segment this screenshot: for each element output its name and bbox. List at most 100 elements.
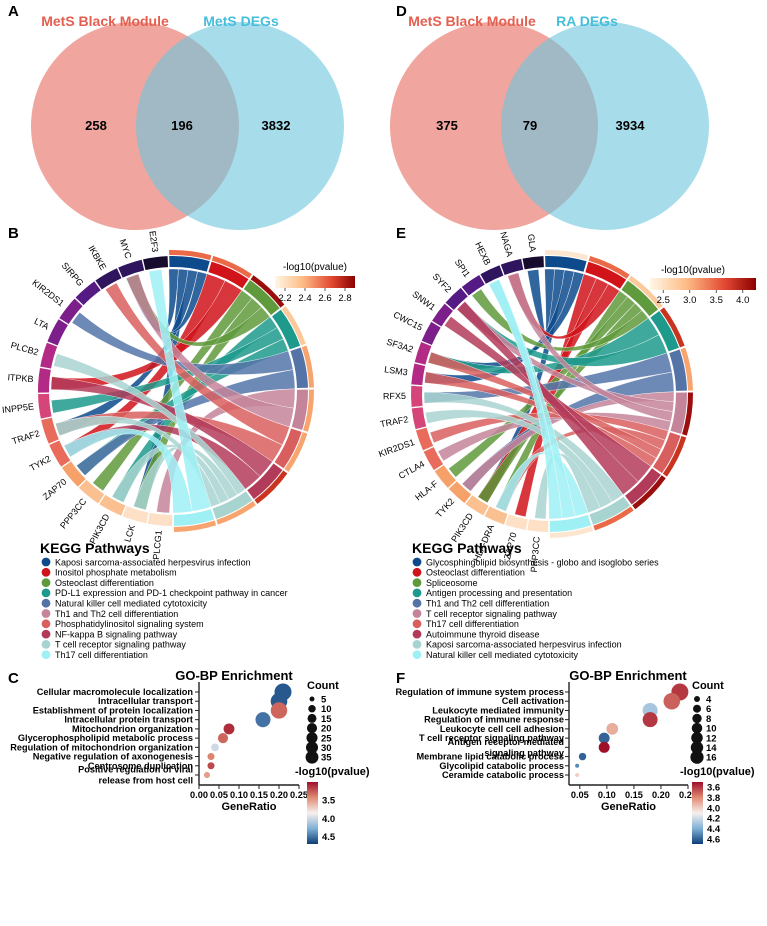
legend-swatch — [412, 567, 422, 577]
size-legend-label: 20 — [321, 724, 332, 735]
chord-ribbon — [488, 279, 563, 520]
x-tick-label: 0.05 — [210, 790, 228, 800]
pathway-segment — [169, 256, 210, 272]
gene-segment — [432, 303, 453, 327]
x-tick-label: 0.05 — [571, 790, 589, 800]
pathway-segment — [621, 280, 659, 317]
gene-segment — [505, 514, 528, 531]
gene-segment — [415, 427, 434, 451]
size-legend-label: 30 — [321, 743, 332, 754]
data-point — [270, 702, 288, 719]
gene-label: E2F3 — [147, 230, 160, 253]
venn-a-left-label: MetS Black Module — [41, 13, 169, 29]
legend-item-label: Natural killer cell mediated cytotoxicit… — [55, 599, 208, 609]
x-axis-label: GeneRatio — [601, 801, 656, 813]
gene-label: INPP5E — [1, 401, 34, 415]
pathway-segment — [212, 491, 253, 519]
gene-segment — [49, 440, 71, 467]
term-label: Intracellular protein transport — [64, 715, 193, 725]
pvalue-track-segment — [682, 392, 693, 436]
gene-label: SIRPG — [60, 260, 86, 288]
gene-label: TYK2 — [434, 496, 457, 519]
gene-label: RFX5 — [383, 391, 406, 401]
x-tick-label: 0.20 — [652, 790, 670, 800]
venn-a-right-label: MetS DEGs — [203, 13, 279, 29]
pvalue-track-segment — [544, 250, 589, 261]
pathway-segment — [670, 392, 687, 434]
pathway-segment — [585, 261, 627, 289]
pvalue-track-segment — [549, 526, 594, 538]
panel-a-venn: A MetS Black Module MetS DEGs 258 196 38… — [8, 3, 344, 230]
pvalue-track-segment — [628, 275, 663, 309]
size-legend-label: 5 — [321, 695, 327, 706]
gene-segment — [47, 319, 68, 346]
pvalue-track-segment — [250, 275, 285, 308]
legend-item-label: Kaposi sarcoma-associated herpesvirus in… — [426, 640, 622, 650]
pathway-segment — [669, 349, 687, 391]
size-legend-dot — [306, 732, 318, 744]
legend-swatch — [41, 598, 51, 608]
gene-segment — [99, 494, 126, 516]
panel-letter-c: C — [8, 670, 19, 687]
chord-ribbon — [456, 301, 639, 495]
x-tick-label: 0.15 — [625, 790, 643, 800]
gene-segment — [95, 268, 122, 290]
pvalue-track-segment — [301, 345, 314, 388]
data-point — [211, 743, 219, 752]
pathway-segment — [272, 309, 301, 350]
size-legend-label: 8 — [706, 714, 711, 725]
venn-d-right-count: 3934 — [616, 118, 646, 133]
data-point — [223, 723, 235, 735]
colorbar-tick-label: 4.0 — [736, 295, 749, 306]
size-legend-label: 25 — [321, 733, 332, 744]
bubble-chart-f: GO-BP Enrichment Regulation of immune sys… — [396, 668, 755, 845]
legend-swatch — [412, 619, 422, 629]
pvalue-track-segment — [593, 506, 634, 531]
panel-b-chord: B PLCG1LCKPIK3CDPPP3CCZAP70TYK2TRAF2INPP… — [1, 225, 355, 660]
legend-item-label: Spliceosome — [426, 578, 478, 588]
term-label: release from host cell — [99, 776, 193, 786]
colorbar-tick-label: 2.5 — [657, 295, 670, 306]
legend-swatch — [412, 640, 422, 649]
legend-item-label: Th1 and Th2 cell differentiation — [426, 599, 549, 609]
venn-d-right-label: RA DEGs — [556, 13, 618, 29]
chord-ribbon — [148, 269, 212, 512]
gene-segment — [448, 481, 472, 504]
legend-swatch — [412, 598, 422, 608]
term-label: Negative regulation of axonogenesis — [33, 752, 193, 762]
pathway-segment — [274, 428, 302, 469]
size-legend-dot — [305, 741, 319, 754]
legend-item-label: Th17 cell differentiation — [426, 619, 519, 629]
size-legend-dot — [692, 713, 702, 724]
gene-segment — [122, 506, 149, 524]
legend-b-title: KEGG Pathways — [40, 540, 150, 556]
size-legend-label: 35 — [321, 753, 332, 764]
legend-swatch — [41, 578, 51, 587]
legend-item-label: Antigen processing and presentation — [426, 588, 572, 598]
colorbar-tick-label: 3.0 — [683, 295, 696, 306]
colorbar-b-title: -log10(pvalue) — [283, 262, 347, 273]
gene-segment — [484, 506, 508, 525]
term-label: Intracellular transport — [98, 696, 193, 706]
legend-item-label: Autoimmune thyroid disease — [426, 629, 540, 639]
panel-e-chord: E PPP3CCZAP70HLA-DRAPIK3CDTYK2HLA-FCTLA4… — [377, 225, 756, 660]
gene-label: PPP3CC — [58, 496, 89, 531]
legend-e-title: KEGG Pathways — [412, 540, 522, 556]
size-legend-label: 15 — [321, 714, 332, 725]
gene-segment — [421, 321, 441, 345]
size-legend-label: 10 — [321, 704, 332, 715]
legend-item-label: Th1 and Th2 cell differentiation — [55, 609, 178, 619]
color-legend-tick: 4.0 — [707, 803, 720, 814]
color-legend-tick: 4.4 — [707, 824, 721, 835]
term-label: Cell activation — [502, 696, 565, 706]
gene-label: IKBKE — [86, 244, 108, 272]
color-legend-tick: 4.2 — [707, 814, 720, 825]
venn-d-right-circle — [501, 22, 709, 230]
size-legend-dot — [305, 750, 319, 764]
pathway-segment — [589, 496, 631, 525]
colorbar-e: -log10(pvalue) 2.5 3.0 3.5 4.0 — [650, 265, 756, 306]
colorbar-tick-label: 2.8 — [338, 293, 351, 304]
pvalue-track-segment — [303, 389, 314, 432]
term-label: Mitochondrion organization — [72, 724, 193, 734]
legend-swatch — [41, 567, 51, 577]
